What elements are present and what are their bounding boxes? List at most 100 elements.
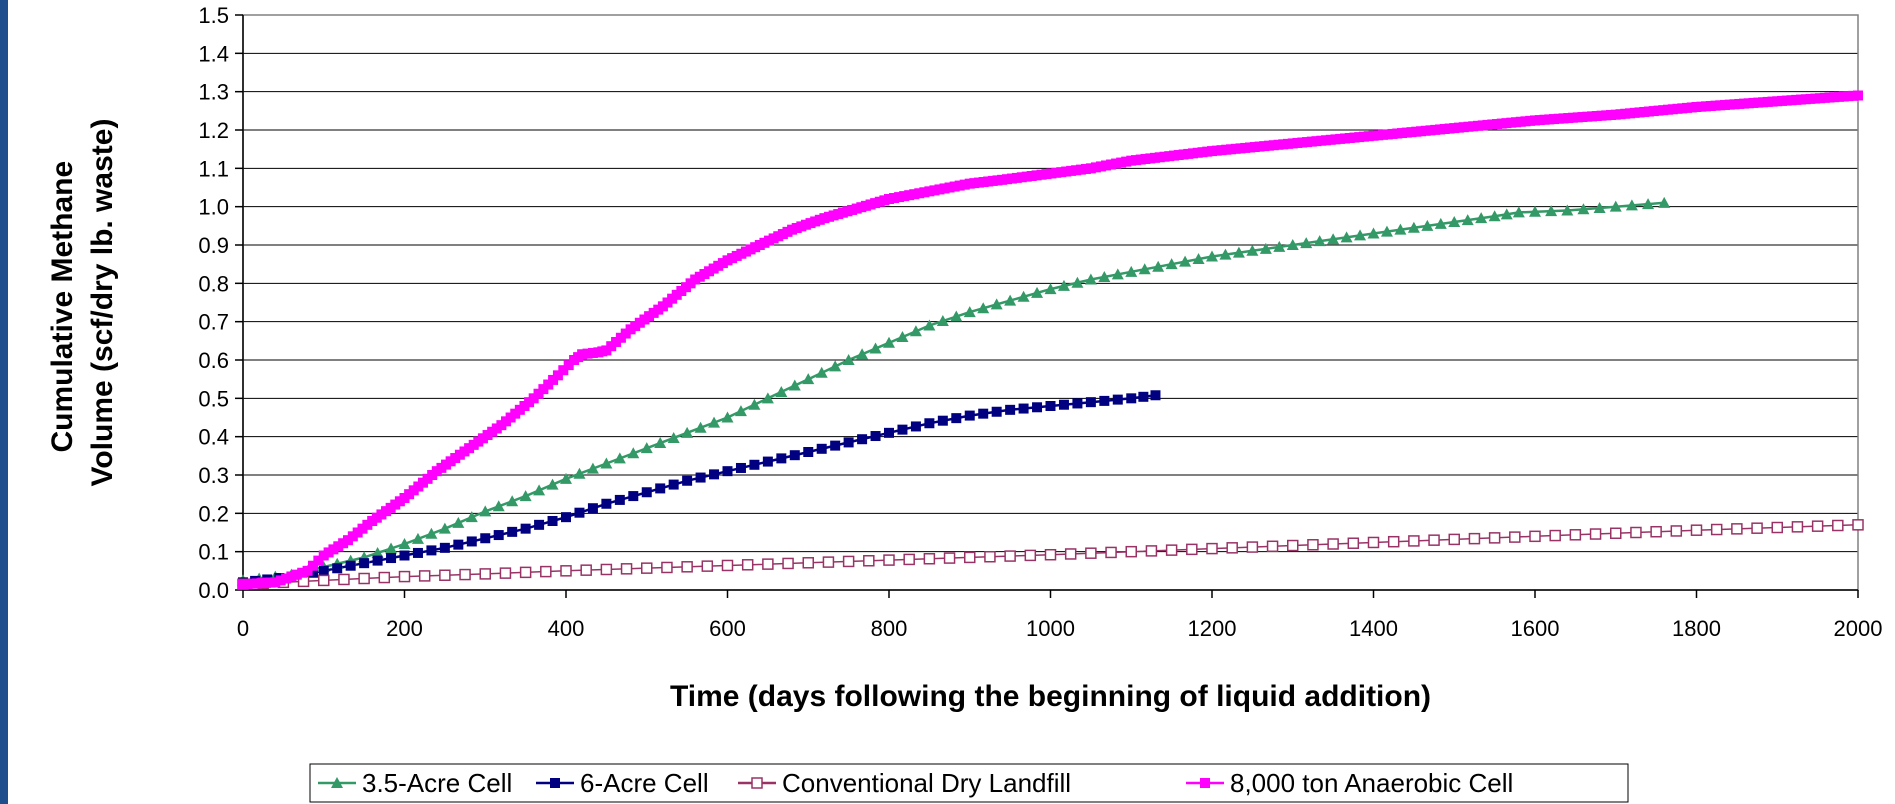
data-point [359,558,370,569]
data-point [1232,246,1245,258]
data-point [1125,545,1137,558]
data-point [708,416,721,428]
data-point [681,426,694,438]
data-point [1512,206,1525,218]
data-point [655,483,666,494]
data-point [1116,157,1127,168]
data-point [856,348,869,360]
data-point [667,431,680,443]
markers-group [237,90,1864,590]
data-point [842,354,855,365]
data-point [1367,227,1380,239]
data-point [1670,525,1683,537]
data-point [1266,540,1279,553]
data-point [547,516,558,526]
data-point [628,491,639,502]
legend: 3.5-Acre Cell 6-Acre Cell Conventional Dry… [309,763,1629,803]
data-point [580,564,592,576]
data-point [1610,527,1622,540]
data-point [1569,529,1582,541]
data-point [587,503,598,514]
data-point [1085,547,1097,559]
data-point [499,567,512,579]
data-point [399,550,410,561]
data-point [1428,534,1440,546]
data-point [1165,258,1178,270]
data-point [1327,233,1340,245]
data-point [1105,546,1117,559]
legend-item-8-000-ton-anaerobic-cell: 8,000 ton Anaerobic Cell [1186,768,1513,798]
data-point [493,530,504,541]
data-point [1072,398,1083,409]
x-tick-label: 200 [386,616,423,641]
legend-item-conventional-dry-landfill: Conventional Dry Landfill [738,768,1071,798]
data-point [1121,156,1132,167]
data-point [954,180,965,191]
y-tick-label: 1.2 [198,118,229,143]
legend-label: 3.5-Acre Cell [362,768,512,798]
data-point [1354,229,1367,241]
data-point [480,533,491,544]
data-point [425,527,438,539]
data-point [640,442,653,454]
data-point [1475,212,1488,224]
legend-label: Conventional Dry Landfill [782,768,1071,798]
data-point [761,392,774,404]
data-point [1529,205,1541,217]
data-point [829,360,842,372]
data-point [1468,532,1481,545]
data-point [552,370,563,381]
data-point [963,306,976,318]
legend-label: 8,000 ton Anaerobic Cell [1230,768,1513,798]
data-point [1226,542,1238,554]
x-tick-label: 600 [709,616,746,641]
data-point [951,413,962,424]
x-axis-title: Time (days following the beginning of li… [670,680,1431,713]
y-tick-label: 0.3 [198,463,229,488]
data-point [1561,204,1574,216]
data-point [1690,524,1703,536]
data-point [573,467,586,479]
y-tick-label: 0.0 [198,578,229,603]
data-point [923,553,936,565]
series-markers-6-acre-cell [238,390,1161,588]
x-tick-label: 1000 [1026,616,1075,641]
data-point [903,553,915,566]
data-point [789,450,800,461]
data-point [1111,158,1122,169]
data-point [372,555,383,566]
data-point [358,572,370,585]
tick-labels: 0.0 0.1 0.2 0.3 0.4 0.5 0.6 0.7 0.8 0.9 1.0 1.1 1.2 1… [198,3,1882,641]
data-point [1058,399,1069,410]
y-tick-label: 0.8 [198,271,229,296]
data-point [1287,539,1299,552]
data-point [318,565,329,576]
data-point [1112,394,1123,405]
data-point [453,539,464,550]
data-point [1145,545,1158,557]
data-point [1630,526,1642,539]
data-point [1044,548,1057,561]
data-point [1625,199,1638,211]
data-point [1589,528,1602,540]
data-point [281,573,292,584]
legend-swatch-marker [751,777,763,789]
data-point [1549,529,1561,542]
data-point [909,325,922,337]
data-point [1407,221,1420,233]
data-point [1084,273,1097,285]
data-point [452,516,465,528]
y-tick-label: 0.9 [198,233,229,258]
data-point [438,522,451,534]
data-point [1005,404,1016,415]
data-point [1832,519,1844,532]
data-point [816,443,827,454]
data-point [1044,283,1057,295]
data-point [560,472,572,484]
data-point [601,498,612,509]
data-point [776,453,787,464]
data-point [519,566,532,579]
data-point [1246,541,1259,553]
data-point [318,574,330,587]
data-point [937,415,948,426]
